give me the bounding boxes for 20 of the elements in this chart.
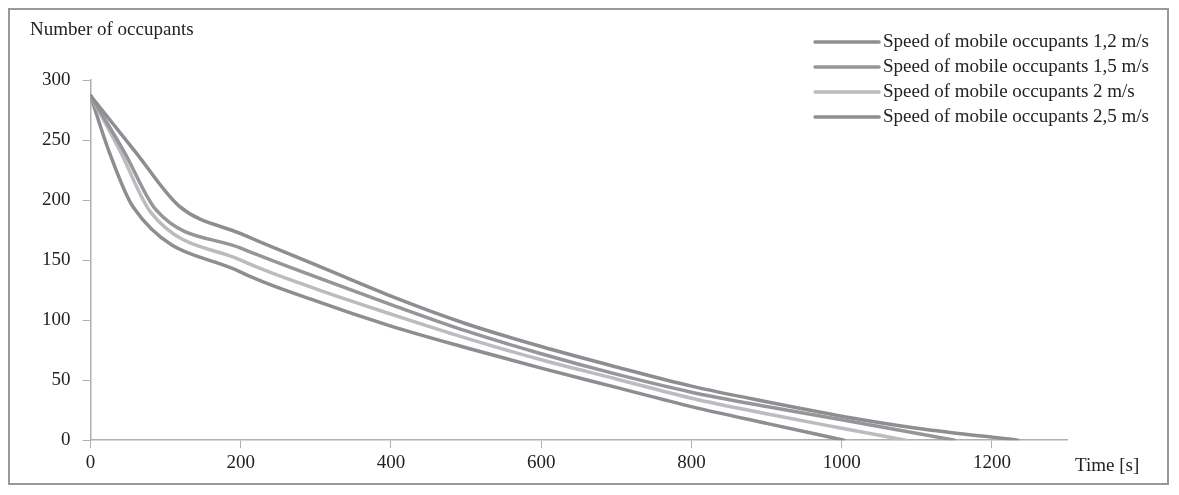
x-tick-label: 0 bbox=[85, 450, 96, 472]
x-tick-label: 800 bbox=[677, 450, 706, 472]
y-tick-label: 150 bbox=[42, 248, 71, 270]
legend-label: Speed of mobile occupants 1,2 m/s bbox=[883, 29, 1150, 51]
x-axis-title: Time [s] bbox=[1075, 454, 1140, 476]
x-tick-label: 600 bbox=[526, 450, 556, 472]
y-axis-title: Number of occupants bbox=[30, 17, 194, 39]
x-tick-label: 1000 bbox=[822, 450, 861, 472]
y-tick-label: 100 bbox=[42, 308, 71, 330]
y-tick-label: 50 bbox=[51, 368, 71, 390]
y-tick-label: 300 bbox=[42, 67, 71, 89]
x-tick-label: 1200 bbox=[972, 450, 1011, 472]
y-tick-label: 200 bbox=[42, 188, 71, 210]
y-tick-label: 250 bbox=[42, 128, 71, 150]
x-tick-label: 200 bbox=[226, 450, 255, 472]
legend-label: Speed of mobile occupants 1,5 m/s bbox=[883, 54, 1150, 76]
legend-label: Speed of mobile occupants 2,5 m/s bbox=[883, 104, 1150, 126]
legend-label: Speed of mobile occupants 2 m/s bbox=[883, 79, 1135, 101]
x-tick-label: 400 bbox=[376, 450, 406, 472]
y-tick-label: 0 bbox=[61, 428, 71, 450]
